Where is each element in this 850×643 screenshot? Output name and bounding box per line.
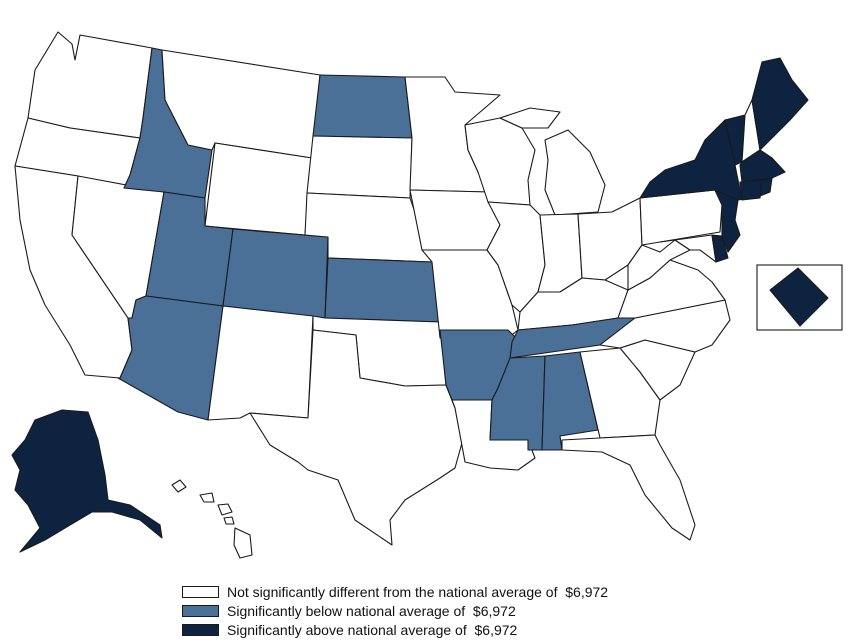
legend-label-above: Significantly above national average of … <box>227 621 518 638</box>
state-delaware[interactable] <box>711 234 729 263</box>
state-kansas[interactable] <box>324 257 441 323</box>
legend-swatch-not-significant <box>182 585 219 598</box>
state-rhode-island[interactable] <box>759 177 773 197</box>
us-choropleth-map <box>11 31 843 559</box>
state-new-york[interactable] <box>639 119 751 201</box>
state-north-dakota[interactable] <box>312 74 413 139</box>
state-district-of-columbia[interactable] <box>769 267 829 327</box>
legend-label-below: Significantly below national average of … <box>227 602 516 619</box>
state-arizona[interactable] <box>117 295 224 421</box>
state-alaska[interactable] <box>11 409 163 553</box>
state-maine[interactable] <box>751 57 809 151</box>
state-colorado[interactable] <box>222 228 329 319</box>
state-texas[interactable] <box>249 329 466 546</box>
legend-item-not-significant: Not significantly different from the nat… <box>182 582 608 601</box>
state-indiana[interactable] <box>537 213 583 293</box>
legend-item-above: Significantly above national average of … <box>182 620 608 639</box>
legend-swatch-below <box>182 604 219 617</box>
state-michigan[interactable] <box>499 107 606 216</box>
map-legend: Not significantly different from the nat… <box>182 582 608 639</box>
state-hawaii[interactable] <box>171 479 253 559</box>
state-south-dakota[interactable] <box>306 135 413 199</box>
state-new-mexico[interactable] <box>207 305 314 421</box>
state-florida[interactable] <box>561 434 696 541</box>
legend-label-not-significant: Not significantly different from the nat… <box>227 583 609 600</box>
states-layer <box>11 31 809 559</box>
state-wyoming[interactable] <box>204 142 313 236</box>
state-connecticut[interactable] <box>739 179 763 201</box>
legend-item-below: Significantly below national average of … <box>182 601 608 620</box>
state-new-jersey[interactable] <box>714 189 741 253</box>
legend-swatch-above <box>182 623 219 636</box>
